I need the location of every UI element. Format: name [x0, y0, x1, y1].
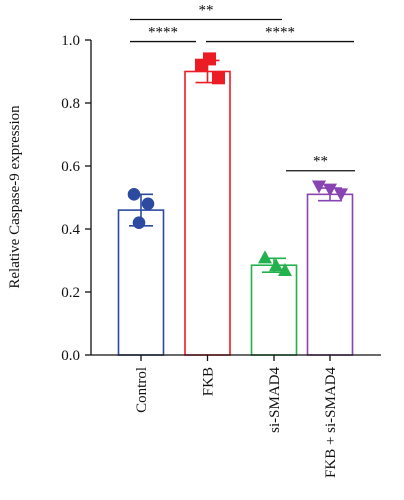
data-point: [141, 197, 155, 211]
data-point: [195, 58, 208, 72]
y-tick-label: 0.0: [61, 348, 80, 364]
data-point: [132, 216, 146, 229]
x-tick-label: FKB + si-SMAD4: [323, 367, 339, 478]
x-tick-label: Control: [134, 367, 150, 413]
significance-label: ****: [148, 25, 178, 41]
chart-axes: 0.0 0.2 0.4 0.6 0.8 1.0 Control FKB si-SMAD4 FKB …: [61, 33, 381, 478]
data-point: [312, 180, 326, 194]
y-tick-label: 1.0: [61, 33, 80, 49]
bar: [306, 193, 354, 356]
y-tick-label: 0.6: [61, 159, 80, 175]
y-tick-label: 0.4: [61, 222, 80, 238]
bar: [117, 209, 165, 356]
significance-label: **: [313, 154, 328, 170]
bar: [250, 264, 298, 356]
data-point: [278, 262, 292, 276]
y-axis-title: Relative Caspase-9 expression: [7, 105, 23, 289]
x-tick-label: FKB: [201, 367, 217, 396]
chart-marks: ****** ******: [117, 3, 355, 356]
data-point: [258, 250, 272, 264]
bar: [184, 70, 231, 356]
data-point: [323, 183, 337, 197]
significance-label: ****: [265, 25, 295, 41]
data-point: [212, 71, 225, 85]
data-point: [127, 188, 141, 201]
data-point: [269, 258, 283, 272]
data-point: [334, 188, 348, 202]
y-tick-label: 0.2: [61, 285, 80, 301]
y-tick-label: 0.8: [61, 96, 80, 112]
significance-label: **: [199, 3, 214, 19]
x-tick-label: si-SMAD4: [267, 367, 283, 433]
